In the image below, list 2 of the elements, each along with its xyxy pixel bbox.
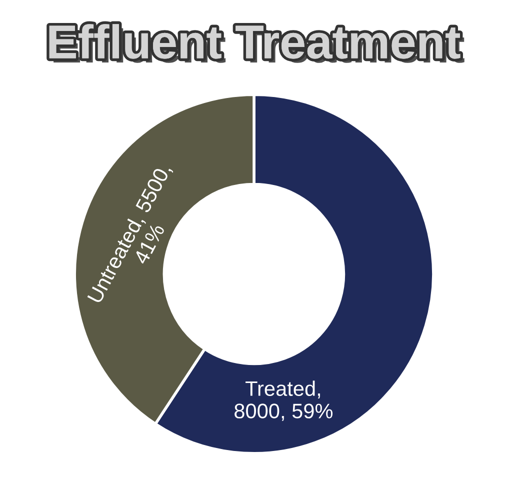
chart-title: Effluent Treatment xyxy=(49,24,464,63)
slice-label: Treated, 8000, 59% xyxy=(234,380,333,421)
